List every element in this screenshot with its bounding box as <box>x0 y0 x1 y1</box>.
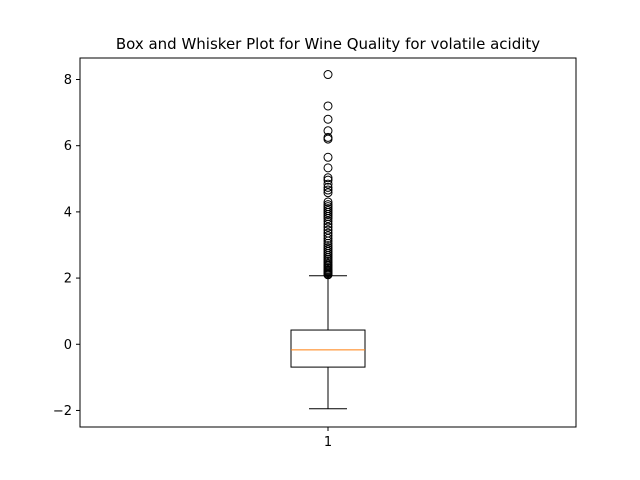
outlier-point <box>323 70 333 80</box>
outlier-point <box>323 114 333 124</box>
outlier-point <box>323 188 333 198</box>
x-tick-label: 1 <box>324 435 332 450</box>
outlier-point <box>323 241 333 251</box>
outlier-point <box>323 225 333 235</box>
outlier-point <box>323 228 333 238</box>
outlier-point <box>323 126 333 136</box>
y-tick-label: 0 <box>64 338 72 353</box>
outlier-point <box>323 216 333 226</box>
outlier-point <box>323 132 333 142</box>
outlier-point <box>323 175 333 185</box>
y-tick-label: −2 <box>53 404 72 419</box>
outlier-point <box>323 222 333 232</box>
outlier-point <box>323 185 333 195</box>
outlier-point <box>323 231 333 241</box>
outlier-point <box>323 200 333 210</box>
y-tick-label: 2 <box>64 272 72 287</box>
outlier-point <box>323 152 333 162</box>
y-tick-label: 4 <box>64 205 72 220</box>
outlier-point <box>323 182 333 192</box>
outlier-point <box>323 179 333 189</box>
chart-title: Box and Whisker Plot for Wine Quality fo… <box>116 35 540 53</box>
y-tick-label: 6 <box>64 139 72 154</box>
interquartile-box <box>290 329 366 368</box>
y-tick-label: 8 <box>64 73 72 88</box>
outlier-point <box>323 197 333 207</box>
plot-layer: −2 0 2 4 6 8 1 <box>53 70 366 450</box>
outlier-point <box>323 173 333 183</box>
plot-frame <box>79 57 577 428</box>
outlier-point <box>323 101 333 111</box>
outlier-point <box>323 163 333 173</box>
